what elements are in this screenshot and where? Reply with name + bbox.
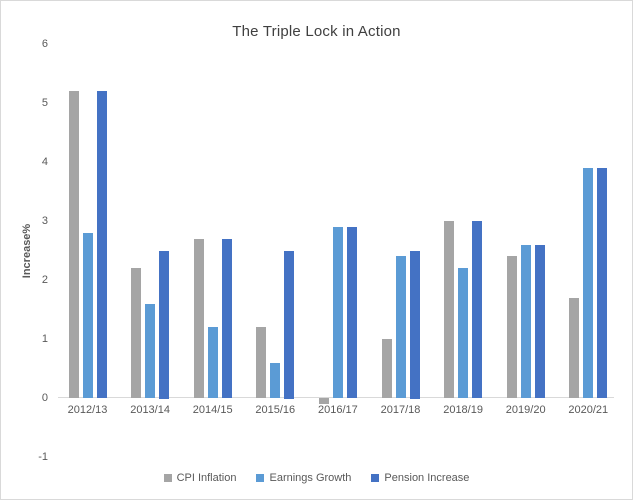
legend-item: Pension Increase — [371, 472, 469, 484]
bar-pension-increase — [534, 244, 545, 398]
x-tick-label: 2020/21 — [568, 404, 609, 416]
bar-earnings-growth — [332, 226, 343, 398]
bar-earnings-growth — [583, 167, 594, 398]
x-tick-label: 2012/13 — [67, 404, 108, 416]
y-tick-label: 3 — [41, 215, 48, 227]
x-tick-label: 2018/19 — [443, 404, 483, 416]
bar-cpi-inflation — [381, 339, 392, 398]
bar-earnings-growth — [458, 268, 469, 399]
legend-item: CPI Inflation — [163, 472, 237, 484]
bar-pension-increase — [346, 226, 357, 398]
y-tick-label: 1 — [41, 333, 48, 345]
bar-earnings-growth — [145, 303, 156, 398]
bar-earnings-growth — [270, 362, 281, 398]
y-tick-label: 2 — [41, 274, 48, 286]
y-axis-title: Increase% — [21, 223, 33, 279]
legend-swatch-icon — [163, 474, 172, 482]
x-tick-label: 2017/18 — [380, 404, 421, 416]
legend-swatch-icon — [371, 474, 380, 482]
bar-earnings-growth — [520, 244, 531, 398]
bar-earnings-growth — [395, 256, 406, 399]
bar-earnings-growth — [82, 232, 93, 398]
bar-pension-increase — [284, 250, 295, 399]
x-tick-label: 2015/16 — [255, 404, 296, 416]
bar-cpi-inflation — [131, 268, 142, 399]
legend: CPI Inflation Earnings Growth Pension Incr… — [1, 472, 632, 484]
y-tick-label: 0 — [41, 392, 48, 404]
bar-cpi-inflation — [569, 297, 580, 398]
x-tick-label: 2014/15 — [192, 404, 233, 416]
bar-pension-increase — [597, 167, 608, 398]
bar-cpi-inflation — [318, 398, 329, 404]
x-tick-label: 2013/14 — [130, 404, 170, 416]
y-tick-label: 5 — [41, 97, 48, 109]
bar-pension-increase — [409, 250, 420, 399]
legend-swatch-icon — [256, 474, 265, 482]
bar-earnings-growth — [207, 327, 218, 399]
bar-pension-increase — [159, 250, 170, 399]
y-tick-label: -1 — [38, 451, 48, 463]
bar-cpi-inflation — [256, 327, 267, 399]
bar-cpi-inflation — [506, 256, 517, 399]
bar-pension-increase — [472, 221, 483, 398]
y-tick-label: 6 — [41, 38, 48, 50]
x-tick-label: 2019/20 — [505, 404, 546, 416]
legend-label: Pension Increase — [384, 472, 470, 484]
bar-cpi-inflation — [68, 91, 79, 399]
bar-pension-increase — [221, 238, 232, 398]
bar-cpi-inflation — [444, 221, 455, 398]
chart-title: The Triple Lock in Action — [232, 23, 401, 40]
legend-label: Earnings Growth — [269, 472, 352, 484]
bar-cpi-inflation — [193, 238, 204, 398]
x-tick-label: 2016/17 — [318, 404, 358, 416]
bar-pension-increase — [96, 91, 107, 399]
legend-label: CPI Inflation — [176, 472, 237, 484]
legend-item: Earnings Growth — [256, 472, 351, 484]
y-tick-label: 4 — [41, 156, 48, 168]
